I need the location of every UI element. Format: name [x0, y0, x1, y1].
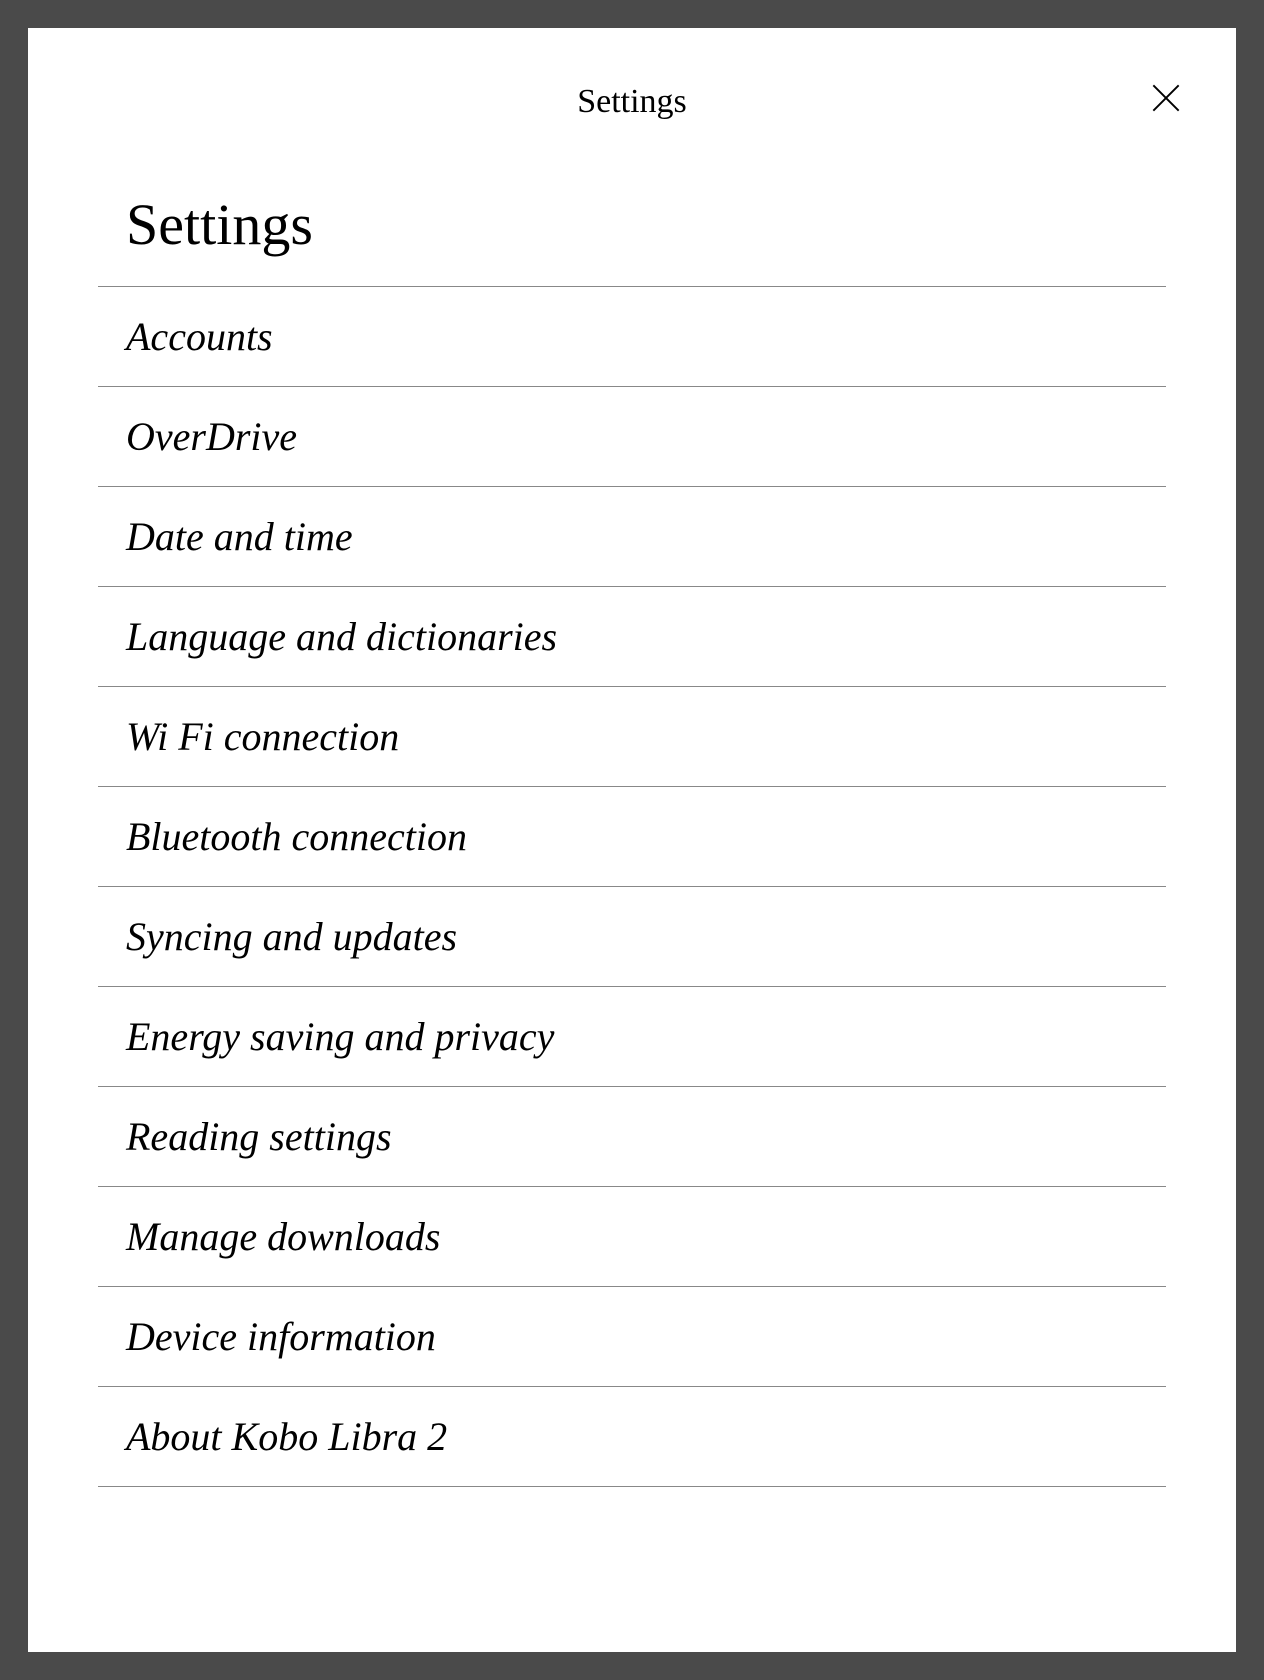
header: Settings [28, 28, 1236, 121]
settings-item-label: Device information [126, 1314, 436, 1359]
close-icon [1147, 79, 1185, 117]
settings-item-label: OverDrive [126, 414, 297, 459]
settings-list: Accounts OverDrive Date and time Languag… [98, 286, 1166, 1487]
settings-item-downloads[interactable]: Manage downloads [98, 1186, 1166, 1286]
settings-item-label: Manage downloads [126, 1214, 440, 1259]
settings-item-label: Accounts [126, 314, 273, 359]
content: Settings Accounts OverDrive Date and tim… [28, 121, 1236, 1487]
settings-item-label: Bluetooth connection [126, 814, 467, 859]
settings-item-bluetooth[interactable]: Bluetooth connection [98, 786, 1166, 886]
settings-item-label: Energy saving and privacy [126, 1014, 554, 1059]
page-title: Settings [98, 191, 1166, 286]
settings-item-accounts[interactable]: Accounts [98, 286, 1166, 386]
settings-item-label: Reading settings [126, 1114, 392, 1159]
settings-item-label: Date and time [126, 514, 353, 559]
close-button[interactable] [1144, 76, 1188, 120]
settings-window: Settings Settings Accounts OverDrive Dat… [28, 28, 1236, 1652]
header-title: Settings [577, 83, 687, 120]
settings-item-label: Language and dictionaries [126, 614, 557, 659]
settings-item-language[interactable]: Language and dictionaries [98, 586, 1166, 686]
settings-item-label: Wi Fi connection [126, 714, 399, 759]
settings-item-label: Syncing and updates [126, 914, 457, 959]
settings-item-energy[interactable]: Energy saving and privacy [98, 986, 1166, 1086]
settings-item-date-time[interactable]: Date and time [98, 486, 1166, 586]
settings-item-reading[interactable]: Reading settings [98, 1086, 1166, 1186]
settings-item-wifi[interactable]: Wi Fi connection [98, 686, 1166, 786]
settings-item-device-info[interactable]: Device information [98, 1286, 1166, 1386]
settings-item-label: About Kobo Libra 2 [126, 1414, 447, 1459]
settings-item-overdrive[interactable]: OverDrive [98, 386, 1166, 486]
settings-item-syncing[interactable]: Syncing and updates [98, 886, 1166, 986]
settings-item-about[interactable]: About Kobo Libra 2 [98, 1386, 1166, 1487]
